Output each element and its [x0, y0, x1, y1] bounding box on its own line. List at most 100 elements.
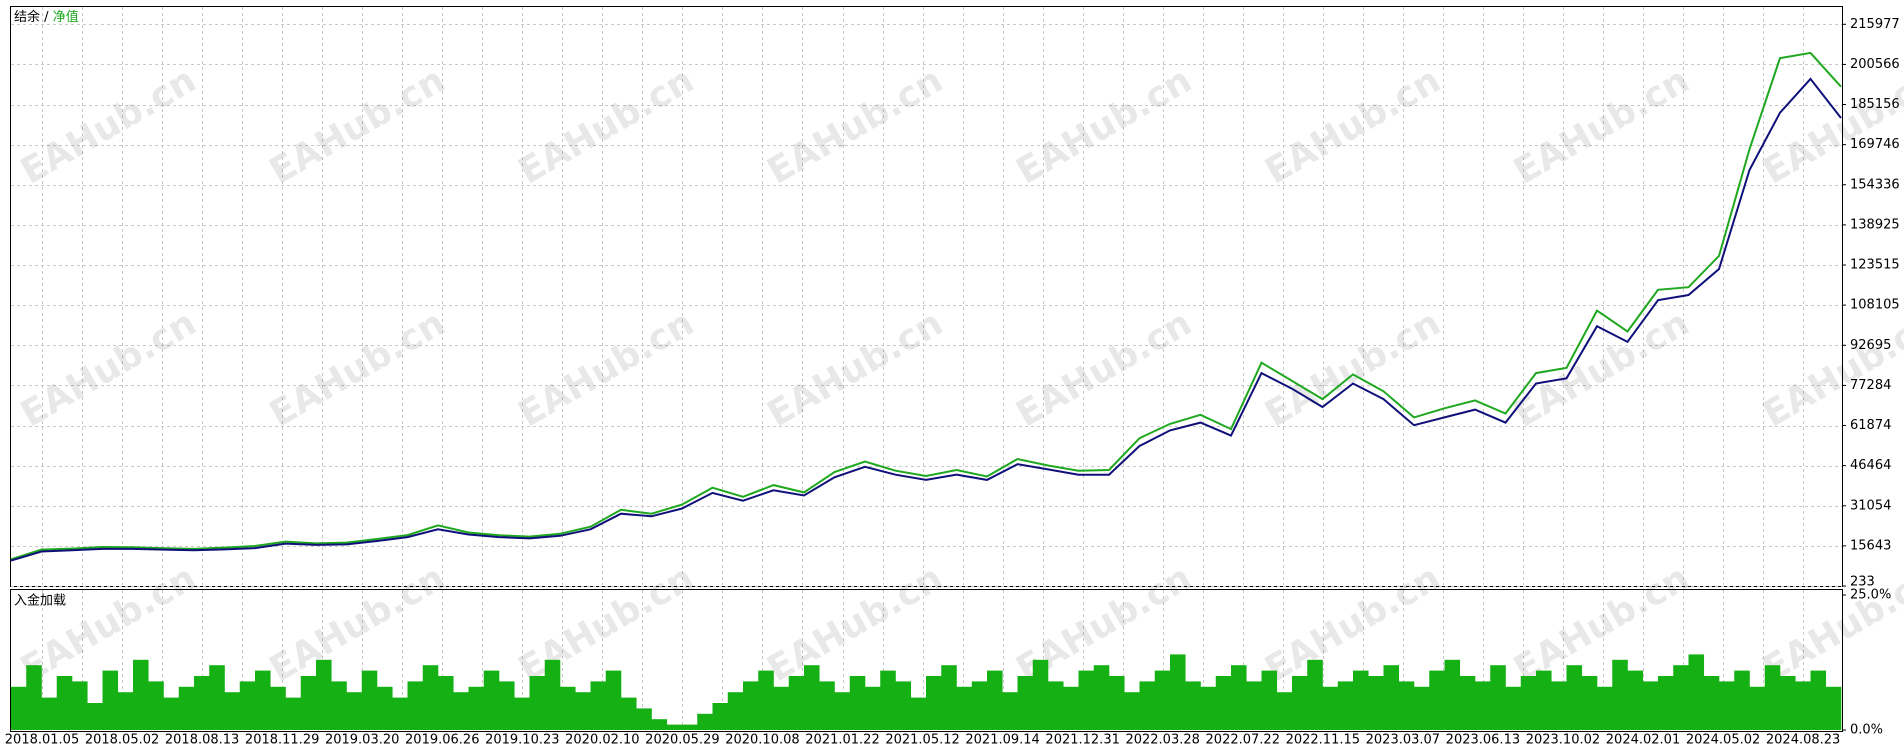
- bar: [682, 724, 698, 730]
- bar: [1642, 681, 1659, 730]
- bar: [1124, 692, 1140, 730]
- bar: [560, 686, 576, 730]
- y-tick-label: 61874: [1850, 418, 1891, 433]
- bar: [1170, 654, 1186, 730]
- x-tick-label: 2024.02.01: [1606, 733, 1680, 748]
- legend-entry: 净值: [53, 9, 79, 25]
- x-tick-label: 2024.05.02: [1686, 733, 1760, 748]
- bar: [819, 681, 835, 730]
- bar: [453, 692, 469, 730]
- x-tick-label: 2022.11.15: [1286, 733, 1360, 748]
- bar: [1154, 670, 1171, 730]
- bar: [117, 692, 134, 730]
- bar: [178, 686, 195, 730]
- bar: [1825, 686, 1842, 730]
- series-line: [10, 51, 1842, 561]
- x-tick-label: 2021.01.22: [805, 733, 879, 748]
- y-tick-label: 185156: [1850, 97, 1900, 112]
- bar: [483, 670, 500, 730]
- bar: [361, 670, 378, 730]
- bar: [148, 681, 164, 730]
- bar: [773, 686, 790, 730]
- bar: [1368, 676, 1384, 730]
- bar: [87, 703, 103, 730]
- bar: [758, 670, 774, 730]
- bar: [926, 676, 942, 730]
- x-tick-label: 2019.03.20: [325, 733, 399, 748]
- bar: [224, 692, 241, 730]
- bar: [499, 681, 515, 730]
- bar: [971, 681, 988, 730]
- bar: [1444, 659, 1461, 730]
- y-tick-label: 138925: [1850, 217, 1900, 232]
- bar: [1764, 665, 1781, 730]
- bar: [1581, 676, 1598, 730]
- y-tick-label: 233: [1850, 575, 1875, 590]
- y-tick-label: 215977: [1850, 17, 1900, 32]
- bar: [1719, 681, 1735, 730]
- bar: [1246, 681, 1262, 730]
- bar: [1566, 665, 1583, 730]
- bar: [1261, 670, 1278, 730]
- y-tick-label: 92695: [1850, 338, 1891, 353]
- bar: [1307, 659, 1323, 730]
- bar: [1185, 681, 1201, 730]
- bar: [956, 686, 973, 730]
- bar: [163, 697, 180, 730]
- bar: [1383, 665, 1400, 730]
- bar: [1276, 692, 1293, 730]
- y-tick-label: 31054: [1850, 498, 1891, 513]
- bar: [514, 697, 530, 730]
- bar: [1749, 686, 1766, 730]
- legend: 结余 / 净值: [14, 9, 79, 25]
- bar: [1673, 665, 1689, 730]
- x-tick-label: 2022.03.28: [1125, 733, 1199, 748]
- bar: [1231, 665, 1247, 730]
- bar: [1688, 654, 1705, 730]
- bar: [239, 681, 256, 730]
- bar: [1215, 676, 1232, 730]
- bar: [605, 670, 622, 730]
- y-tick-label: 15643: [1850, 538, 1891, 553]
- y-tick-label: 200566: [1850, 57, 1900, 72]
- bar: [1429, 670, 1445, 730]
- bar: [1810, 670, 1827, 730]
- y-tick-label: 77284: [1850, 378, 1891, 393]
- bar: [1200, 686, 1217, 730]
- x-tick-label: 2023.03.07: [1366, 733, 1440, 748]
- bar: [1032, 659, 1049, 730]
- x-tick-label: 2023.06.13: [1446, 733, 1520, 748]
- bar: [1612, 659, 1628, 730]
- bar: [1627, 670, 1644, 730]
- bar: [544, 659, 561, 730]
- bar: [1078, 670, 1095, 730]
- bar: [346, 692, 363, 730]
- bar: [849, 676, 866, 730]
- bar: [1398, 681, 1415, 730]
- bar: [1017, 676, 1034, 730]
- x-tick-label: 2024.08.23: [1766, 733, 1840, 748]
- bar: [621, 697, 637, 730]
- bar: [56, 676, 73, 730]
- bar: [1703, 676, 1720, 730]
- bar: [72, 681, 88, 730]
- y-tick-label: 154336: [1850, 177, 1900, 192]
- bar: [910, 697, 927, 730]
- x-tick-label: 2018.11.29: [245, 733, 319, 748]
- bar: [1520, 676, 1537, 730]
- bar: [1109, 676, 1125, 730]
- bar: [194, 676, 210, 730]
- bar: [727, 692, 744, 730]
- bar: [1063, 686, 1079, 730]
- legend-entry: 结余: [14, 9, 40, 25]
- x-tick-label: 2018.08.13: [165, 733, 239, 748]
- bar: [788, 676, 805, 730]
- x-tick-label: 2022.07.22: [1206, 733, 1280, 748]
- series-line: [10, 77, 1842, 562]
- labels: 2018.01.05 2018.05.02 2018.08.13 2018.11.29…: [5, 9, 1900, 748]
- panel-title: 入金加载: [14, 593, 66, 609]
- bar: [26, 665, 42, 730]
- bar: [1734, 670, 1750, 730]
- y-tick-label: 0.0%: [1850, 723, 1883, 738]
